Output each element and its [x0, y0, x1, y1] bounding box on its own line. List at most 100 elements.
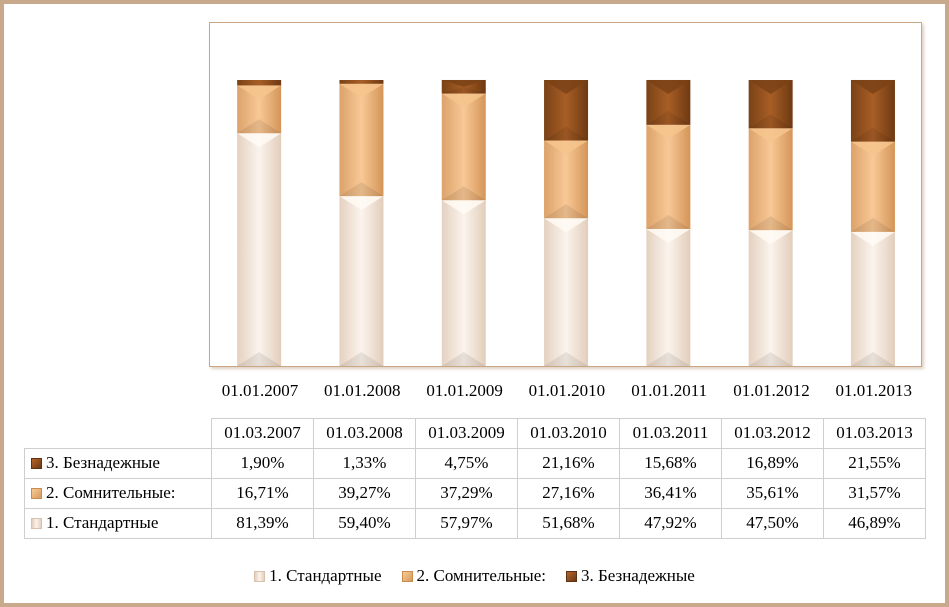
legend-key-icon	[31, 488, 42, 499]
x-tick-label: 01.01.2013	[835, 381, 913, 400]
bar-segment	[850, 231, 895, 366]
bar-segment-bevel	[850, 141, 895, 156]
data-label: 15,68%	[619, 447, 722, 479]
x-tick-label: 01.01.2011	[631, 381, 708, 400]
bar-segment-bevel	[544, 80, 589, 94]
x-tick-label: 01.01.2009	[426, 381, 503, 400]
legend-label: 2. Сомнительные:	[416, 566, 546, 585]
bar-segment-shade	[748, 216, 793, 231]
bar-segment-shade	[748, 114, 793, 129]
x-tick-label: 01.01.2012	[733, 381, 810, 400]
bar-segment-shade	[441, 186, 486, 201]
legend-key-icon	[565, 571, 577, 582]
data-label: 37,29%	[415, 477, 518, 509]
bar-segment-bevel	[339, 196, 384, 211]
data-label: 16,89%	[721, 447, 824, 479]
bar-segment-shade	[544, 204, 589, 219]
data-label: 27,16%	[517, 477, 620, 509]
data-label: 35,61%	[721, 477, 824, 509]
bar-segment-shade	[850, 217, 895, 232]
bar-segment	[544, 218, 589, 366]
bar-segment	[237, 133, 282, 366]
bar-segment-shade	[237, 119, 282, 134]
bar-segment	[646, 124, 691, 229]
bar-segment-shade	[441, 352, 486, 366]
bar-segment-bevel	[544, 218, 589, 233]
bar-segment-shade	[339, 352, 384, 366]
bar-segment	[850, 141, 895, 232]
legend-label: 3. Безнадежные	[580, 566, 695, 585]
data-label: 31,57%	[823, 477, 926, 509]
bar-segment	[339, 196, 384, 366]
data-label: 1,90%	[211, 447, 314, 479]
bar-segment-bevel	[748, 230, 793, 245]
bar-segment-shade	[237, 352, 282, 366]
bar-segment-bevel	[850, 231, 895, 246]
table-row-header: 2. Сомнительные:	[24, 477, 212, 509]
data-label: 36,41%	[619, 477, 722, 509]
x-tick-label: 01.01.2007	[221, 381, 299, 400]
table-header-cell: 01.03.2013	[823, 418, 926, 449]
legend-item: 1. Стандартные	[254, 566, 382, 586]
table-row-header: 3. Безнадежные	[24, 447, 212, 479]
table-row: 1. Стандартные 81,39% 59,40% 57,97% 51,68% 47…	[24, 507, 926, 539]
bar-segment-shade	[850, 127, 895, 142]
bar-segment-bevel	[441, 79, 486, 87]
series-name: 2. Сомнительные:	[46, 483, 176, 502]
table-header-cell: 01.03.2009	[415, 418, 518, 449]
table-row-header: 1. Стандартные	[24, 507, 212, 539]
data-label: 81,39%	[211, 507, 314, 539]
table-header-cell: 01.03.2012	[721, 418, 824, 449]
bar-segment-bevel	[646, 79, 691, 94]
series-name: 1. Стандартные	[46, 513, 159, 532]
bar-segment-shade	[339, 182, 384, 197]
table-header-cell: 01.03.2010	[517, 418, 620, 449]
table-header-cell: 01.03.2008	[313, 418, 416, 449]
table-corner	[25, 419, 212, 449]
bar-segment-shade	[748, 352, 793, 366]
bar-segment-bevel	[850, 79, 895, 94]
legend-key-icon	[31, 518, 42, 529]
bar-segment	[748, 230, 793, 366]
x-tick-label: 01.01.2008	[324, 381, 401, 400]
table-row: 2. Сомнительные: 16,71% 39,27% 37,29% 27,16%…	[24, 477, 926, 509]
bar-segment-bevel	[339, 83, 384, 98]
bar-segment	[237, 80, 282, 86]
bar-segment-bevel	[544, 140, 589, 155]
x-tick-label: 01.01.2010	[528, 381, 606, 400]
bar-segment	[339, 83, 384, 197]
bar-segment-shade	[850, 352, 895, 366]
data-label: 16,71%	[211, 477, 314, 509]
bar-segment-bevel	[237, 85, 282, 100]
bar-segment-shade	[441, 86, 486, 94]
data-label: 39,27%	[313, 477, 416, 509]
table-row: 3. Безнадежные 1,90% 1,33% 4,75% 21,16% 15,68…	[24, 447, 926, 479]
data-label: 21,55%	[823, 447, 926, 479]
data-label: 47,92%	[619, 507, 722, 539]
bar-segment-shade	[646, 214, 691, 229]
data-label: 46,89%	[823, 507, 926, 539]
table-header-cell: 01.03.2011	[619, 418, 722, 449]
bar-segment	[748, 128, 793, 231]
legend-key-icon	[401, 571, 413, 582]
series-name: 3. Безнадежные	[46, 453, 160, 472]
bar-segment	[339, 80, 384, 84]
data-label: 57,97%	[415, 507, 518, 539]
bar-segment-shade	[544, 352, 589, 366]
bar-segment-shade	[646, 110, 691, 125]
data-label: 51,68%	[517, 507, 620, 539]
legend-item: 2. Сомнительные:	[401, 566, 546, 586]
bar-segment	[441, 200, 486, 366]
legend: 1. Стандартные 2. Сомнительные: 3. Безнаде…	[0, 566, 949, 586]
bar-segment-bevel	[646, 124, 691, 139]
bar-segment-bevel	[237, 133, 282, 148]
bar-segment-shade	[646, 352, 691, 366]
legend-key-icon	[254, 571, 266, 582]
bar-segment	[646, 228, 691, 366]
bar-segment-shade	[544, 126, 589, 141]
legend-key-icon	[31, 458, 42, 469]
bar-segment-bevel	[748, 128, 793, 143]
bar-segment-bevel	[441, 93, 486, 108]
data-label: 59,40%	[313, 507, 416, 539]
